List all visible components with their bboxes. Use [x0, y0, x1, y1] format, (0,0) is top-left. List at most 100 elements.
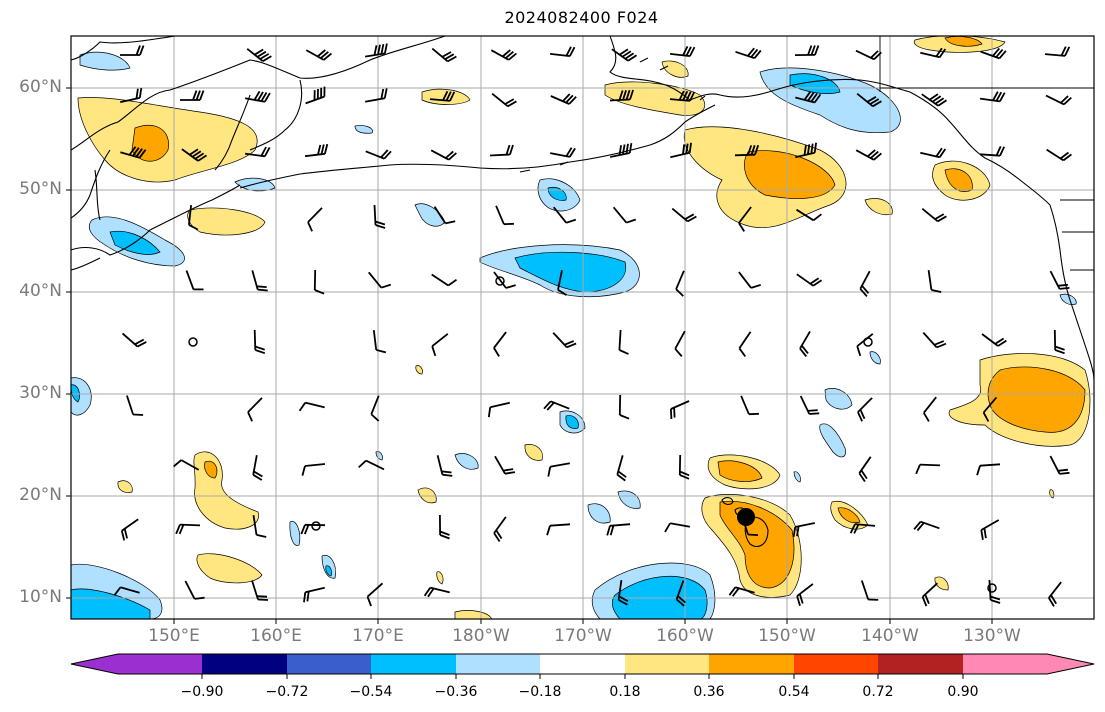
wind-barb: [923, 396, 937, 422]
wind-barb: [368, 271, 392, 289]
wind-barb: [493, 331, 507, 357]
wind-barb: [304, 143, 329, 158]
coastline-kamchatka: [214, 94, 251, 171]
anomaly-neg-region: [354, 125, 373, 134]
wind-barb: [298, 401, 325, 412]
coastlines: [71, 36, 1094, 548]
wind-barb: [557, 270, 567, 296]
wind-barb: [358, 459, 385, 471]
colorbar-segment: [963, 654, 1047, 674]
coastline-hawaii: [721, 497, 734, 505]
wind-barb: [611, 48, 637, 62]
lon-label-160w: 160°W: [656, 626, 714, 646]
anomaly-pos-region: [417, 487, 437, 504]
wind-barb: [855, 149, 882, 161]
wind-barb: [1044, 46, 1071, 57]
anomaly-pos-region: [421, 88, 471, 105]
wind-barb: [612, 206, 637, 224]
wind-barb: [792, 522, 815, 538]
colorbar-label-072: 0.72: [862, 684, 894, 700]
storm-center-marker: [737, 508, 755, 526]
anomaly-pos-core: [744, 150, 836, 199]
lat-label-20n: 20°N: [19, 485, 62, 505]
coastline-kamchatka: [71, 36, 446, 151]
wind-barb: [618, 329, 629, 355]
coastline-siberia: [249, 79, 303, 151]
lon-label-160e: 160°E: [250, 626, 302, 646]
wind-barb: [120, 87, 143, 103]
anomaly-pos-region: [661, 60, 689, 78]
wind-barb: [796, 273, 823, 287]
wind-barb: [313, 269, 325, 295]
wind-barb: [979, 91, 1006, 103]
coastline-hawaii: [744, 516, 769, 548]
lat-label-10n: 10°N: [19, 587, 62, 607]
wind-barb: [1053, 329, 1065, 355]
coastline-alaska: [609, 36, 911, 101]
colorbar-segment: [456, 654, 540, 674]
colorbar-label-neg-054: −0.54: [349, 684, 393, 700]
colorbar-segment: [287, 654, 371, 674]
wind-barb: [372, 329, 387, 354]
wind-barb: [734, 144, 760, 157]
wind-barb: [494, 455, 516, 475]
wind-barb: [244, 90, 271, 103]
wind-barb: [246, 48, 272, 62]
wind-barb: [678, 454, 690, 480]
wind-barb: [175, 523, 201, 535]
colorbar-segment: [371, 654, 456, 674]
anomaly-pos-region: [415, 365, 423, 375]
wind-barb: [184, 580, 205, 600]
wind-barb: [550, 93, 577, 105]
wind-barb: [307, 207, 323, 232]
wind-barb: [487, 401, 510, 418]
wind-barb: [670, 45, 696, 57]
wind-barb: [423, 586, 450, 598]
colorbar-label-neg-036: −0.36: [434, 684, 478, 700]
coastline-japan: [71, 214, 181, 256]
anomaly-pos-core: [837, 507, 861, 524]
anomaly-pos-region: [117, 480, 133, 493]
colorbar-extend-high: [1047, 654, 1094, 674]
anomaly-pos-region: [454, 610, 492, 619]
wind-barb: [365, 149, 392, 160]
wind-barb: [618, 394, 630, 420]
wind-barb: [1045, 94, 1072, 106]
wind-barb: [922, 331, 947, 349]
wind-barb: [301, 463, 326, 476]
anomaly-neg-region: [289, 520, 301, 546]
wind-barb: [188, 205, 199, 231]
wind-barb: [738, 331, 752, 358]
wind-barb: [489, 144, 514, 157]
wind-barb: [365, 88, 388, 103]
anomaly-neg-core: [325, 565, 332, 577]
wind-barb: [436, 455, 453, 477]
colorbar-label-neg-018: −0.18: [518, 684, 562, 700]
wind-barb: [547, 462, 570, 477]
wind-barb: [1048, 581, 1062, 607]
lon-label-180w: 180°W: [452, 626, 510, 646]
wind-barb: [921, 208, 947, 223]
wind-barb: [252, 514, 267, 538]
wind-barb: [796, 583, 814, 606]
anomaly-neg-region: [454, 453, 479, 470]
anomaly-neg-core: [565, 415, 579, 429]
wind-barb: [550, 147, 576, 158]
wind-barb: [988, 579, 1001, 604]
lon-label-140w: 140°W: [861, 626, 919, 646]
wind-barb: [305, 49, 332, 61]
wind-barb: [493, 271, 516, 289]
lon-label-170e: 170°E: [352, 626, 404, 646]
coastline-bc: [1049, 204, 1094, 381]
anomaly-neg-region: [793, 471, 801, 483]
wind-barb: [859, 270, 871, 297]
calm-circle: [987, 583, 997, 593]
colorbar-segment: [709, 654, 794, 674]
wind-barb: [543, 400, 570, 411]
wind-barb: [431, 333, 449, 357]
wind-barb: [616, 455, 627, 482]
wind-barb: [181, 148, 207, 162]
wind-barb: [490, 49, 517, 61]
anomaly-pos-region: [864, 198, 893, 216]
coastline-sakhalin: [94, 169, 101, 221]
